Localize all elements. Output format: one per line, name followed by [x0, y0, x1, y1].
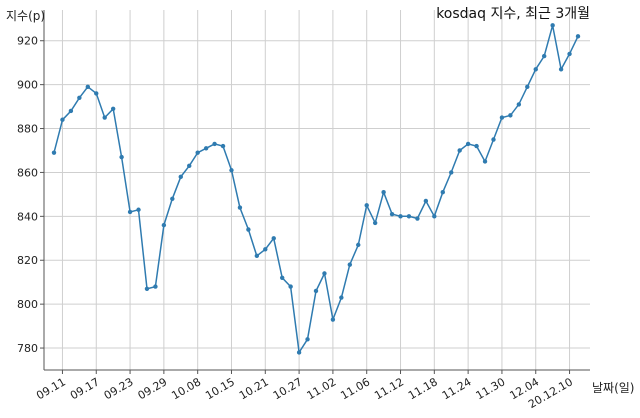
y-tick-label: 840 [17, 210, 38, 223]
data-point [491, 137, 496, 142]
data-point [254, 253, 260, 259]
x-ticks: 09.11 09.17 09.23 09.29 10.08 10.15 10.21 10.27… [34, 370, 575, 411]
data-point [474, 143, 479, 149]
data-point [212, 141, 217, 147]
x-tick-label: 11.06 [338, 375, 372, 402]
data-point [68, 108, 74, 114]
data-point [322, 271, 327, 276]
chart-title: kosdaq 지수, 최근 3개월 [436, 6, 590, 22]
x-tick-label: 09.29 [136, 375, 170, 402]
x-tick-label: 10.21 [237, 375, 271, 402]
data-point [381, 189, 386, 195]
data-point [127, 209, 133, 215]
series-line [53, 25, 579, 355]
data-point [372, 220, 378, 226]
data-point [432, 214, 437, 219]
x-tick-label: 10.08 [169, 375, 203, 402]
data-point [195, 150, 200, 155]
data-point [389, 211, 395, 217]
data-point [229, 168, 234, 173]
data-point [356, 242, 361, 248]
x-axis-label: 날짜(일) [592, 381, 634, 395]
data-point [550, 23, 555, 28]
data-point [364, 203, 369, 208]
data-point [288, 284, 293, 289]
data-point [423, 198, 429, 204]
y-tick-label: 800 [17, 298, 38, 311]
data-point [567, 51, 572, 57]
series [51, 23, 581, 355]
data-point [541, 53, 547, 59]
data-point [85, 84, 91, 90]
data-point [305, 337, 310, 342]
x-tick-label: 11.30 [474, 375, 508, 402]
y-tick-label: 860 [17, 166, 38, 179]
data-point [119, 154, 124, 160]
y-ticks: 780 800 820 840 860 880 900 920 [17, 35, 44, 355]
data-point [178, 174, 183, 180]
x-tick-label: 09.23 [102, 375, 136, 402]
y-tick-label: 820 [17, 254, 38, 267]
data-point [406, 214, 412, 219]
x-tick-label: 11.12 [372, 375, 406, 402]
data-point [313, 288, 319, 294]
axes [43, 10, 590, 371]
data-point [449, 170, 454, 175]
data-point [102, 115, 107, 120]
data-point [94, 91, 99, 96]
data-point [558, 67, 564, 72]
x-tick-label: 10.15 [203, 375, 237, 402]
data-point [440, 189, 445, 195]
grid [44, 10, 590, 370]
x-tick-label: 09.17 [68, 375, 102, 402]
data-point [153, 284, 158, 289]
data-point [398, 214, 403, 219]
data-point [296, 350, 302, 355]
data-point [508, 113, 513, 118]
data-point [220, 143, 226, 149]
data-point [516, 102, 522, 107]
y-axis-label: 지수(p) [6, 9, 45, 23]
data-point [187, 163, 192, 169]
data-point [415, 216, 420, 221]
data-point [51, 150, 57, 155]
data-point [279, 275, 285, 281]
data-point [136, 207, 141, 212]
data-point [60, 117, 65, 122]
data-point [457, 148, 462, 153]
y-tick-label: 920 [17, 35, 38, 48]
x-tick-label: 11.24 [440, 375, 474, 402]
data-point [533, 67, 538, 72]
data-point [271, 236, 276, 241]
data-point [246, 227, 251, 232]
data-point [339, 295, 344, 300]
x-tick-label: 11.18 [406, 375, 440, 402]
data-point [110, 106, 116, 111]
y-tick-label: 900 [17, 79, 38, 92]
x-tick-label: 11.02 [305, 375, 339, 402]
data-point [575, 34, 581, 39]
data-point [330, 317, 336, 322]
data-point [263, 247, 268, 252]
x-tick-label: 09.11 [34, 375, 68, 402]
y-tick-label: 780 [17, 342, 38, 355]
data-point [347, 262, 353, 267]
data-point [465, 141, 471, 147]
data-point [525, 84, 530, 90]
data-point [170, 196, 175, 201]
x-tick-label: 10.27 [271, 375, 305, 402]
data-point [482, 159, 488, 164]
data-point [77, 95, 82, 101]
data-point [499, 115, 505, 120]
data-point [237, 205, 243, 210]
data-point [144, 286, 150, 291]
data-point [203, 146, 209, 151]
y-tick-label: 880 [17, 123, 38, 136]
data-point [161, 222, 167, 228]
